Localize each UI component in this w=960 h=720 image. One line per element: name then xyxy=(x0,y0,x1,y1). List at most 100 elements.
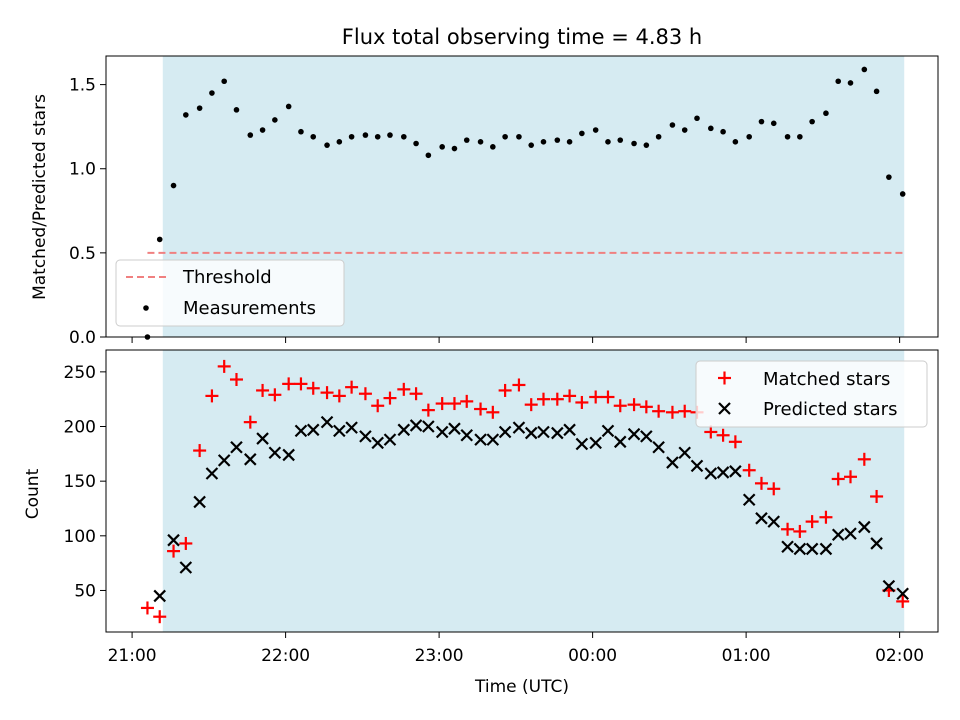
matched-star-point xyxy=(409,387,423,401)
measurement-point xyxy=(886,174,892,180)
measurement-point xyxy=(784,133,791,140)
predicted-star-point xyxy=(409,419,423,432)
predicted-star-point xyxy=(486,433,500,446)
cross-diagonal-b xyxy=(486,433,500,446)
x-tick-label: 21:00 xyxy=(108,646,157,666)
cross-diagonal-b xyxy=(755,512,768,525)
predicted-star-point xyxy=(831,528,845,541)
measurement-point xyxy=(209,90,215,96)
predicted-star-point xyxy=(551,426,564,440)
cross-diagonal-b xyxy=(652,441,665,454)
matched-star-point xyxy=(358,387,372,401)
predicted-star-point xyxy=(870,537,883,550)
plot-frame-top xyxy=(105,55,939,338)
cross-diagonal-b xyxy=(460,428,474,442)
cross-diagonal-b xyxy=(858,520,871,534)
matched-star-point xyxy=(652,404,666,418)
predicted-star-point xyxy=(383,433,397,446)
measurement-point xyxy=(233,107,240,113)
matched-star-point xyxy=(474,402,488,416)
cross-diagonal-b xyxy=(422,420,435,433)
predicted-star-point xyxy=(844,527,857,540)
cross-diagonal-b xyxy=(333,424,346,438)
cross-diagonal-b xyxy=(551,426,564,440)
measurement-point xyxy=(463,137,470,143)
matched-star-point xyxy=(205,389,219,403)
cross-diagonal-b xyxy=(627,427,641,441)
matched-star-point xyxy=(320,386,334,400)
predicted-star-point xyxy=(755,512,768,525)
measurement-point xyxy=(156,236,163,243)
matched-star-point xyxy=(831,472,845,486)
matched-star-point xyxy=(844,470,858,484)
y-axis-label-bottom: Count xyxy=(23,468,43,519)
matched-star-point xyxy=(447,397,461,411)
measurement-point xyxy=(348,133,355,140)
measurement-point xyxy=(439,144,445,150)
cross-diagonal-b xyxy=(230,441,243,454)
cross-diagonal-b xyxy=(690,459,704,473)
matched-star-point xyxy=(767,482,781,496)
matched-star-point xyxy=(627,398,641,412)
legend-box-top xyxy=(115,259,345,327)
measurement-point xyxy=(247,132,254,138)
measurement-point xyxy=(708,125,714,132)
matched-star-point xyxy=(781,522,795,536)
x-tick-label: 02:00 xyxy=(875,646,924,666)
cross-diagonal-b xyxy=(831,528,845,541)
predicted-star-point xyxy=(601,424,615,438)
measurement-point xyxy=(310,133,317,140)
x-axis-ticks-top xyxy=(131,337,901,343)
predicted-star-point xyxy=(422,420,435,433)
matched-star-point xyxy=(754,476,768,490)
x-axis-label: Time (UTC) xyxy=(474,677,569,697)
cross-diagonal-b xyxy=(435,425,449,439)
cross-diagonal-b xyxy=(244,453,257,466)
cross-diagonal-b xyxy=(179,561,193,574)
matched-star-point xyxy=(704,425,718,439)
matched-star-point xyxy=(383,391,397,405)
measurement-point xyxy=(809,118,815,125)
y-tick-label: 1.0 xyxy=(69,160,96,180)
measurement-point xyxy=(425,152,432,159)
cross-diagonal-b xyxy=(678,446,691,460)
matched-star-point xyxy=(229,373,243,387)
y-tick-label: 0.5 xyxy=(69,244,96,264)
matched-star-point xyxy=(345,380,359,394)
legend-box-bottom xyxy=(695,360,928,428)
measurement-point xyxy=(694,115,700,122)
predicted-star-point xyxy=(716,466,730,479)
predicted-star-point xyxy=(882,579,896,593)
matched-star-point xyxy=(256,383,270,397)
cross-diagonal-b xyxy=(282,448,295,462)
matched-star-point xyxy=(870,489,884,503)
measurement-point xyxy=(285,103,292,110)
matched-star-point xyxy=(524,398,538,412)
cross-diagonal-b xyxy=(320,415,334,429)
predicted-star-point xyxy=(205,467,219,480)
cross-diagonal-b xyxy=(537,425,550,439)
measurement-point xyxy=(502,133,508,140)
predicted-star-point xyxy=(397,423,411,437)
matched-star-point xyxy=(193,444,207,458)
measurement-point xyxy=(324,142,330,148)
measurement-point xyxy=(873,88,880,95)
matched-star-point xyxy=(613,399,627,413)
matched-star-point xyxy=(601,390,615,404)
matched-star-point xyxy=(589,390,603,404)
predicted-star-point xyxy=(767,515,781,528)
predicted-star-point xyxy=(167,533,180,547)
matched-star-point xyxy=(371,399,385,413)
predicted-star-point xyxy=(589,436,602,450)
measurement-point xyxy=(899,191,906,197)
matched-star-point xyxy=(282,377,296,391)
predicted-star-point xyxy=(345,421,358,434)
measurement-point xyxy=(669,122,676,128)
cross-diagonal-b xyxy=(589,436,602,450)
legend-matched-swatch xyxy=(718,371,731,385)
predicted-star-point xyxy=(333,424,346,438)
measurement-point xyxy=(362,132,369,138)
cross-diagonal-b xyxy=(217,454,231,467)
measurement-point xyxy=(681,127,688,133)
predicted-star-point xyxy=(193,495,206,509)
